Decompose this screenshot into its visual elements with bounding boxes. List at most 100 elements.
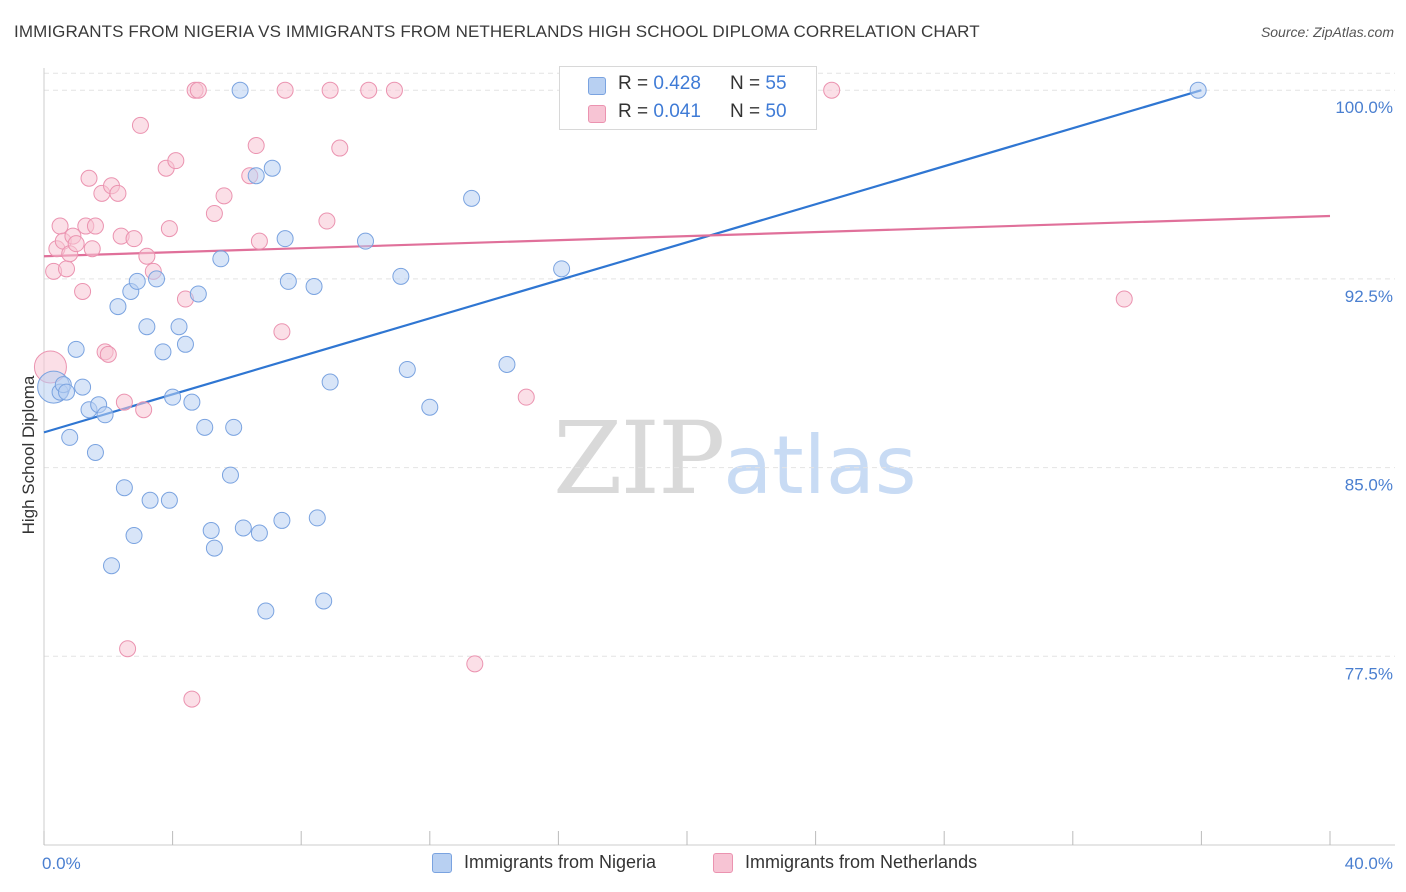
r-value: 0.041 — [653, 101, 701, 122]
point-nigeria — [212, 250, 230, 268]
point-nigeria — [164, 388, 182, 406]
point-netherlands — [167, 152, 185, 170]
point-nigeria — [279, 272, 297, 290]
point-nigeria — [234, 519, 252, 537]
series-legend: Immigrants from Nigeria Immigrants from … — [0, 852, 1406, 878]
chart-title: IMMIGRANTS FROM NIGERIA VS IMMIGRANTS FR… — [14, 22, 980, 41]
point-nigeria — [257, 602, 275, 620]
watermark-zip: ZIP — [553, 400, 725, 517]
point-nigeria — [398, 360, 416, 378]
point-netherlands — [205, 204, 223, 222]
r-value: 0.428 — [653, 73, 701, 94]
point-netherlands — [131, 116, 149, 134]
point-nigeria — [308, 509, 326, 527]
point-netherlands — [109, 184, 127, 202]
y-tick-label: 77.5% — [1345, 664, 1393, 683]
stats-row-nigeria: R = 0.428 N = 55 — [560, 73, 816, 99]
legend-swatch-netherlands — [713, 852, 733, 873]
x-tick-label: 40.0% — [1345, 854, 1393, 873]
point-nigeria — [315, 592, 333, 610]
point-nigeria — [273, 511, 291, 529]
point-netherlands — [51, 217, 69, 235]
n-value: 50 — [765, 101, 787, 122]
trend-lines — [43, 89, 1331, 434]
point-netherlands — [273, 323, 291, 341]
legend-item-nigeria[interactable]: Immigrants from Nigeria — [432, 852, 656, 873]
point-nigeria — [115, 479, 133, 497]
n-value: 55 — [765, 73, 787, 94]
point-nigeria — [103, 557, 121, 575]
stats-row-netherlands: R = 0.041 N = 50 — [560, 101, 816, 127]
source-credit: Source: ZipAtlas.com — [1260, 24, 1394, 40]
point-nigeria — [247, 167, 265, 185]
point-netherlands — [385, 81, 403, 99]
axis-labels: 77.5% 85.0% 92.5% 100.0% 0.0% 40.0% High Schoo… — [19, 98, 1393, 873]
point-nigeria — [231, 81, 249, 99]
point-nigeria — [67, 340, 85, 358]
point-netherlands — [517, 388, 535, 406]
point-nigeria — [305, 277, 323, 295]
point-netherlands — [83, 240, 101, 258]
point-netherlands — [823, 81, 841, 99]
point-nigeria — [86, 444, 104, 461]
point-nigeria — [498, 355, 516, 373]
r-label: R = — [618, 73, 654, 94]
y-tick-label: 85.0% — [1345, 476, 1393, 495]
watermark-atlas: atlas — [723, 419, 917, 512]
r-label: R = — [618, 101, 654, 122]
point-netherlands — [1115, 290, 1133, 308]
point-netherlands — [250, 232, 268, 250]
legend-item-netherlands[interactable]: Immigrants from Netherlands — [713, 852, 977, 873]
point-nigeria — [109, 298, 127, 316]
n-label: N = — [730, 101, 766, 122]
point-nigeria — [160, 491, 178, 509]
point-netherlands — [360, 81, 378, 99]
point-netherlands — [67, 235, 85, 253]
point-nigeria — [138, 318, 156, 336]
nigeria-swatch — [588, 77, 606, 95]
point-netherlands — [99, 345, 117, 363]
point-netherlands — [276, 81, 294, 99]
point-netherlands — [115, 393, 133, 411]
point-nigeria — [221, 466, 239, 484]
trend-line-netherlands — [43, 214, 1331, 258]
point-nigeria — [1189, 81, 1207, 99]
point-netherlands — [58, 260, 76, 278]
point-nigeria — [141, 491, 159, 509]
point-nigeria — [176, 335, 194, 353]
point-nigeria — [421, 398, 439, 416]
point-nigeria — [74, 378, 92, 396]
watermark: ZIPatlas — [553, 400, 917, 517]
y-axis-label: High School Diploma — [19, 375, 38, 534]
y-tick-label: 100.0% — [1335, 98, 1393, 117]
legend-swatch-nigeria — [432, 852, 452, 873]
point-nigeria — [170, 318, 188, 336]
data-points — [33, 81, 1207, 708]
point-nigeria — [183, 393, 201, 411]
point-nigeria — [125, 527, 143, 545]
stats-legend: R = 0.428 N = 55 R = 0.041 N = 50 — [559, 66, 817, 130]
point-nigeria — [61, 428, 79, 446]
point-netherlands — [331, 139, 349, 157]
point-nigeria — [196, 418, 214, 436]
point-netherlands — [74, 282, 92, 300]
point-nigeria — [189, 285, 207, 303]
point-netherlands — [119, 640, 137, 658]
x-tick-label: 0.0% — [42, 854, 81, 873]
point-nigeria — [96, 406, 114, 424]
point-netherlands — [160, 220, 178, 238]
point-netherlands — [138, 247, 156, 265]
point-nigeria — [263, 159, 281, 177]
point-nigeria — [148, 270, 166, 288]
point-netherlands — [321, 81, 339, 99]
point-netherlands — [215, 187, 233, 205]
point-netherlands — [247, 137, 265, 155]
legend-label-nigeria: Immigrants from Nigeria — [464, 852, 657, 872]
point-nigeria — [357, 232, 374, 250]
point-nigeria — [58, 383, 76, 401]
point-nigeria — [128, 272, 146, 290]
point-nigeria — [463, 189, 481, 207]
trend-line-nigeria — [43, 89, 1202, 434]
point-netherlands — [466, 655, 484, 673]
point-nigeria — [276, 230, 294, 248]
